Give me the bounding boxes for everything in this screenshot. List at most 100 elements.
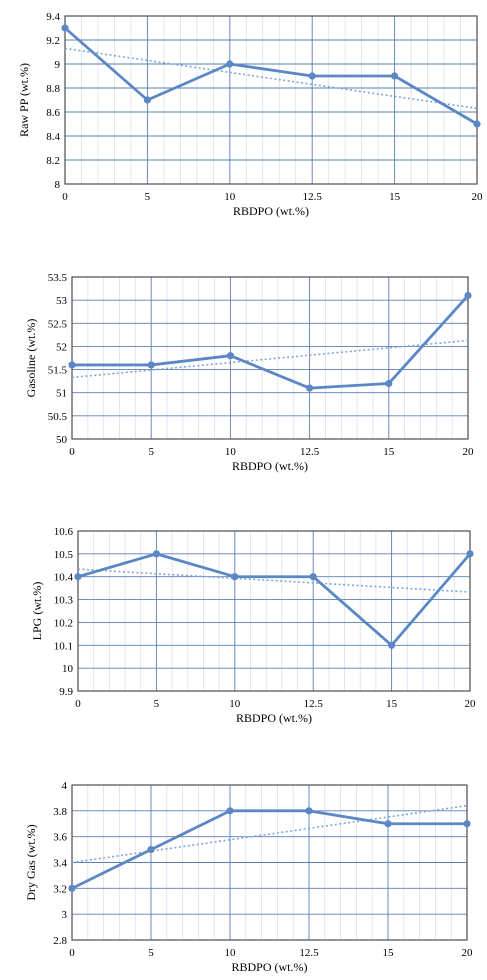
x-tick-label: 0 — [69, 446, 75, 458]
y-tick-label: 3.8 — [53, 806, 67, 818]
x-tick-label: 20 — [462, 947, 474, 959]
chart-1: 8 8.2 8.4 8.6 8.8 9 9.2 9.4 0 5 10 12.5 15 20 RBDPO (w… — [17, 11, 483, 218]
y-tick-label: 52 — [56, 341, 67, 353]
y-tick-label: 8.6 — [46, 107, 60, 119]
x-tick-label: 20 — [472, 191, 484, 203]
x-tick-label: 15 — [383, 947, 395, 959]
data-point — [152, 550, 160, 558]
chart-2: 50 50.5 51 51.5 52 52.5 53 53.5 0 5 10 12.5 15 20 RBDP… — [24, 272, 474, 473]
y-tick-label: 3.2 — [53, 883, 67, 895]
data-point — [143, 96, 151, 104]
x-tick-label: 5 — [148, 446, 154, 458]
x-tick-label: 12.5 — [300, 446, 320, 458]
y-axis-title: Gasoline (wt.%) — [24, 319, 38, 398]
x-axis-title: RBDPO (wt.%) — [233, 204, 309, 218]
y-tick-label: 3 — [62, 909, 68, 921]
data-point — [305, 807, 313, 815]
y-axis-title: Dry Gas (wt.%) — [24, 824, 38, 900]
y-tick-label: 8.4 — [46, 131, 60, 143]
plot-frame — [71, 276, 469, 440]
x-tick-label: 0 — [62, 191, 68, 203]
x-tick-label: 0 — [75, 698, 81, 710]
x-tick-label: 20 — [465, 698, 477, 710]
y-tick-label: 9 — [55, 59, 61, 71]
series-line — [64, 26, 478, 126]
x-tick-label: 12.5 — [303, 191, 323, 203]
trendline — [64, 47, 478, 110]
y-tick-label: 9.9 — [59, 686, 73, 698]
data-point — [385, 379, 393, 388]
x-tick-label: 10 — [224, 191, 236, 203]
y-tick-label: 52.5 — [48, 318, 68, 330]
y-tick-label: 10.4 — [54, 572, 74, 584]
series-line — [77, 552, 472, 647]
y-tick-label: 10 — [62, 663, 74, 675]
data-point — [388, 641, 396, 649]
x-tick-label: 10 — [229, 698, 241, 710]
data-point — [309, 573, 317, 581]
y-axis-title: LPG (wt.%) — [30, 582, 44, 641]
x-tick-label: 15 — [383, 446, 395, 458]
data-point — [147, 361, 155, 369]
y-tick-label: 10.3 — [54, 595, 74, 607]
data-point — [147, 845, 155, 854]
y-tick-label: 8 — [55, 179, 61, 191]
data-point — [463, 820, 471, 828]
y-tick-label: 51.5 — [48, 365, 68, 377]
data-point — [226, 807, 234, 815]
data-point — [226, 352, 234, 360]
y-tick-label: 10.5 — [54, 549, 74, 561]
y-tick-label: 10.1 — [54, 640, 73, 652]
data-point — [61, 24, 69, 32]
data-point — [68, 361, 76, 369]
x-axis-title: RBDPO (wt.%) — [232, 459, 308, 473]
y-tick-label: 53 — [56, 295, 68, 307]
data-point — [231, 573, 239, 581]
x-axis-title: RBDPO (wt.%) — [231, 960, 307, 974]
x-tick-label: 10 — [225, 446, 237, 458]
data-point — [308, 72, 316, 80]
x-tick-label: 5 — [145, 191, 151, 203]
trendline — [71, 339, 469, 379]
y-tick-label: 4 — [62, 780, 68, 792]
y-tick-label: 8.8 — [46, 83, 60, 95]
series-line — [71, 809, 467, 890]
x-axis-title: RBDPO (wt.%) — [236, 711, 312, 725]
y-tick-label: 51 — [56, 388, 67, 400]
x-tick-label: 20 — [463, 446, 475, 458]
y-tick-label: 10.2 — [54, 617, 73, 629]
plot-frame — [77, 530, 471, 692]
data-point — [384, 820, 392, 828]
data-point — [74, 573, 82, 581]
data-point — [391, 72, 399, 80]
y-tick-label: 50.5 — [48, 411, 68, 423]
x-tick-label: 10 — [225, 947, 237, 959]
data-point — [464, 291, 472, 300]
x-tick-label: 15 — [386, 698, 398, 710]
y-axis-title: Raw PP (wt.%) — [17, 63, 31, 137]
y-tick-label: 10.6 — [54, 526, 74, 538]
data-point — [226, 60, 234, 68]
x-tick-label: 12.5 — [299, 947, 319, 959]
y-tick-label: 53.5 — [48, 272, 68, 284]
trendline — [71, 804, 468, 864]
y-tick-label: 3.4 — [53, 858, 67, 870]
trendline — [77, 568, 471, 593]
data-point — [68, 884, 76, 892]
x-tick-label: 0 — [69, 947, 75, 959]
data-point — [306, 384, 314, 392]
chart-3: 9.9 10 10.1 10.2 10.3 10.4 10.5 10.6 0 5 10 12.5 15 2… — [30, 526, 476, 725]
data-point — [473, 120, 481, 128]
x-tick-label: 5 — [148, 947, 154, 959]
y-tick-label: 2.8 — [53, 935, 67, 947]
y-tick-label: 3.6 — [53, 832, 67, 844]
plot-frame — [64, 15, 478, 185]
x-tick-label: 15 — [389, 191, 401, 203]
data-point — [466, 550, 474, 558]
x-tick-label: 12.5 — [304, 698, 324, 710]
x-tick-label: 5 — [154, 698, 160, 710]
y-tick-label: 9.4 — [46, 11, 60, 23]
y-tick-label: 8.2 — [46, 155, 60, 167]
series-line — [72, 294, 470, 390]
